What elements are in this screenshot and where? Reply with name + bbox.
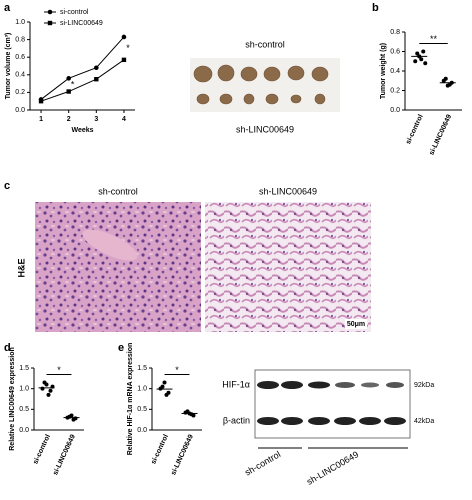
y-tick-label: 1.0 bbox=[137, 386, 147, 393]
significance-label: ** bbox=[430, 34, 438, 44]
significance-label: * bbox=[175, 365, 179, 375]
y-tick-label: 1.5 bbox=[19, 365, 29, 372]
panel-label: b bbox=[372, 2, 379, 14]
y-axis-label: Tumor weight (g) bbox=[380, 43, 387, 99]
blot-size: 92kDa bbox=[414, 382, 434, 389]
point bbox=[419, 57, 424, 62]
point bbox=[40, 386, 45, 391]
y-tick-label: 0.2 bbox=[390, 87, 400, 94]
marker bbox=[66, 76, 71, 81]
significance-label: * bbox=[57, 365, 61, 375]
y-tick-label: 0.0 bbox=[390, 107, 400, 114]
y-tick-label: 1.5 bbox=[137, 365, 147, 372]
y-axis-label: Relative LINC00649 expression bbox=[9, 347, 16, 451]
panel-label: d bbox=[4, 342, 11, 354]
point bbox=[160, 384, 165, 389]
point bbox=[71, 417, 76, 422]
marker bbox=[121, 57, 127, 63]
tumor-photo bbox=[190, 58, 340, 112]
y-tick-label: 0.5 bbox=[19, 406, 29, 413]
y-tick-label: 0.8 bbox=[15, 36, 25, 43]
marker bbox=[66, 89, 71, 94]
marker bbox=[47, 9, 53, 15]
point bbox=[48, 388, 53, 393]
blot-row-label: HIF-1α bbox=[222, 379, 250, 389]
x-tick-label: si-LINC00649 bbox=[428, 114, 453, 157]
annotation: * bbox=[126, 43, 130, 53]
x-tick-label: 3 bbox=[94, 116, 98, 123]
y-tick-label: 0.8 bbox=[390, 29, 400, 36]
y-tick-label: 0.4 bbox=[390, 68, 400, 75]
y-tick-label: 0.6 bbox=[15, 54, 25, 61]
photo-label: sh-control bbox=[245, 39, 285, 49]
x-tick-label: si-control bbox=[150, 434, 170, 466]
series-line bbox=[40, 36, 125, 100]
histology-image bbox=[35, 202, 201, 332]
scale-bar bbox=[345, 319, 367, 329]
point bbox=[447, 82, 452, 87]
point bbox=[421, 49, 426, 54]
y-tick-label: 0.0 bbox=[15, 107, 25, 114]
y-axis-label: Relative HIF-1α mRNA expression bbox=[127, 343, 134, 456]
group-label: sh-LINC00649 bbox=[305, 449, 360, 487]
point bbox=[162, 380, 167, 385]
panel-label: c bbox=[4, 180, 10, 192]
blot-row-label: β-actin bbox=[223, 415, 250, 425]
point bbox=[185, 409, 190, 414]
scale-label: 50μm bbox=[347, 321, 365, 328]
point bbox=[164, 392, 169, 397]
y-axis-label: Tumor volume (cm³) bbox=[5, 33, 12, 100]
annotation: * bbox=[71, 79, 75, 89]
x-tick-label: 1 bbox=[39, 116, 43, 123]
y-tick-label: 0.5 bbox=[137, 406, 147, 413]
point bbox=[189, 412, 194, 417]
y-tick-label: 1.0 bbox=[19, 386, 29, 393]
x-tick-label: si-LINC00649 bbox=[170, 434, 195, 477]
panel-label: e bbox=[118, 342, 124, 354]
panel-label: a bbox=[4, 2, 11, 14]
x-tick-label: si-control bbox=[405, 114, 425, 146]
point bbox=[415, 51, 420, 56]
x-axis-label: Weeks bbox=[71, 127, 93, 134]
x-tick-label: 2 bbox=[67, 116, 71, 123]
y-tick-label: 0.0 bbox=[19, 427, 29, 434]
vessel bbox=[82, 229, 138, 261]
group-label: sh-control bbox=[243, 449, 282, 477]
legend-label: si-LINC00649 bbox=[60, 20, 103, 27]
marker bbox=[94, 65, 99, 71]
point bbox=[42, 380, 47, 385]
marker bbox=[47, 20, 53, 26]
marker bbox=[94, 77, 99, 82]
x-tick-label: 4 bbox=[122, 116, 126, 123]
blot-size: 42kDa bbox=[414, 418, 434, 425]
image-label: sh-LINC00649 bbox=[259, 186, 317, 196]
point bbox=[423, 61, 428, 66]
y-tick-label: 0.4 bbox=[15, 72, 25, 79]
stain-label: H&E bbox=[16, 258, 26, 277]
legend-label: si-control bbox=[60, 9, 89, 16]
point bbox=[413, 59, 418, 64]
y-tick-label: 0.2 bbox=[15, 89, 25, 96]
western-blot bbox=[254, 369, 411, 439]
y-tick-label: 0.6 bbox=[390, 48, 400, 55]
photo-label: sh-LINC00649 bbox=[236, 124, 294, 134]
x-tick-label: si-LINC00649 bbox=[52, 434, 77, 477]
y-tick-label: 1.0 bbox=[15, 19, 25, 26]
y-tick-label: 0.0 bbox=[137, 427, 147, 434]
point bbox=[443, 76, 448, 81]
marker bbox=[121, 34, 127, 40]
series-line bbox=[40, 59, 125, 102]
x-tick-label: si-control bbox=[32, 434, 52, 466]
image-label: sh-control bbox=[98, 186, 138, 196]
point bbox=[67, 414, 72, 419]
point bbox=[46, 392, 51, 397]
marker bbox=[38, 99, 44, 104]
histology-image bbox=[205, 202, 371, 332]
